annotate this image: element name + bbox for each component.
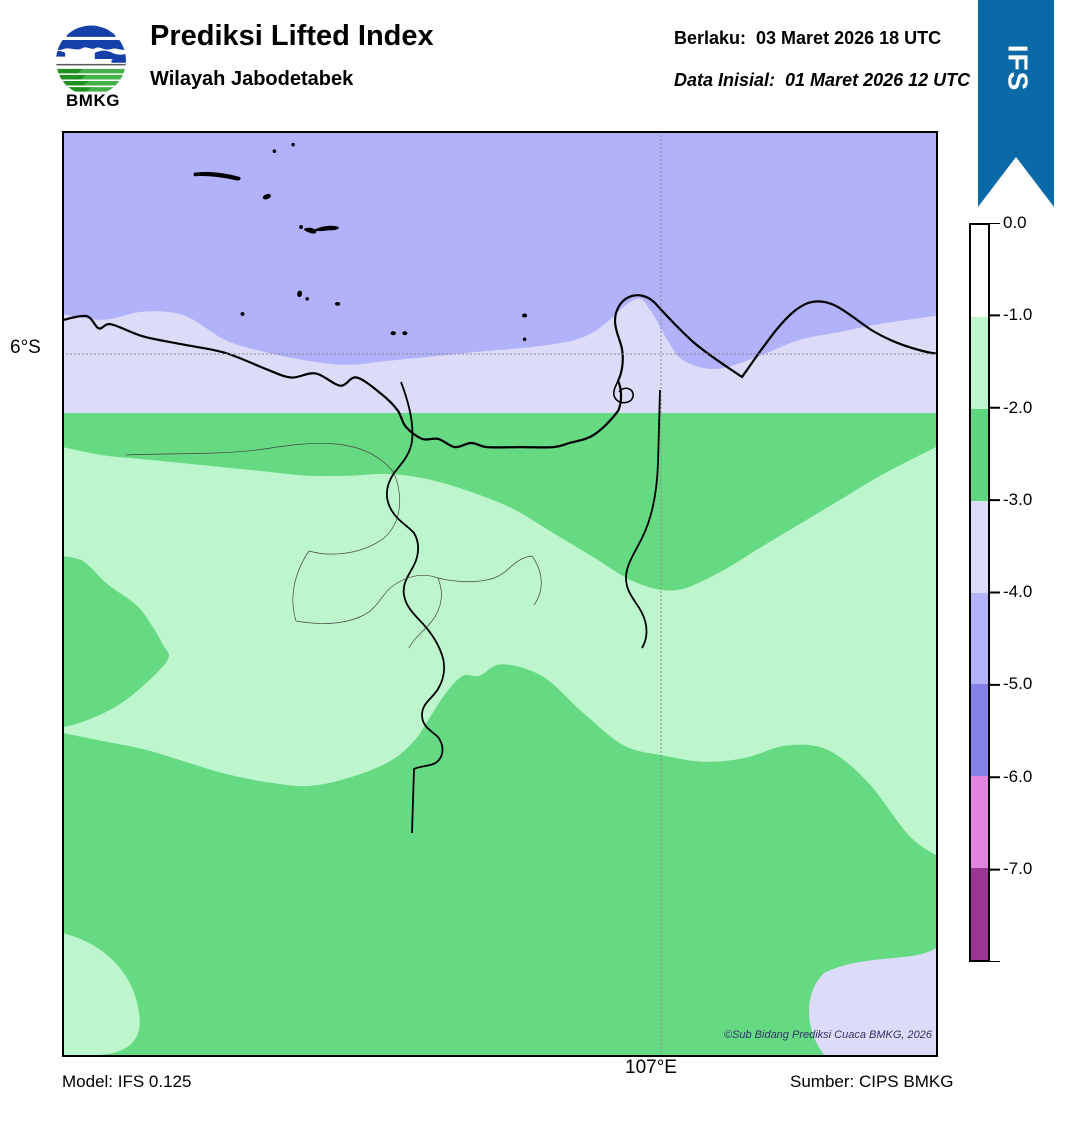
svg-text:IFS: IFS [1003, 45, 1034, 92]
svg-text:©Sub Bidang Prediksi Cuaca BMK: ©Sub Bidang Prediksi Cuaca BMKG, 2026 [724, 1029, 933, 1041]
